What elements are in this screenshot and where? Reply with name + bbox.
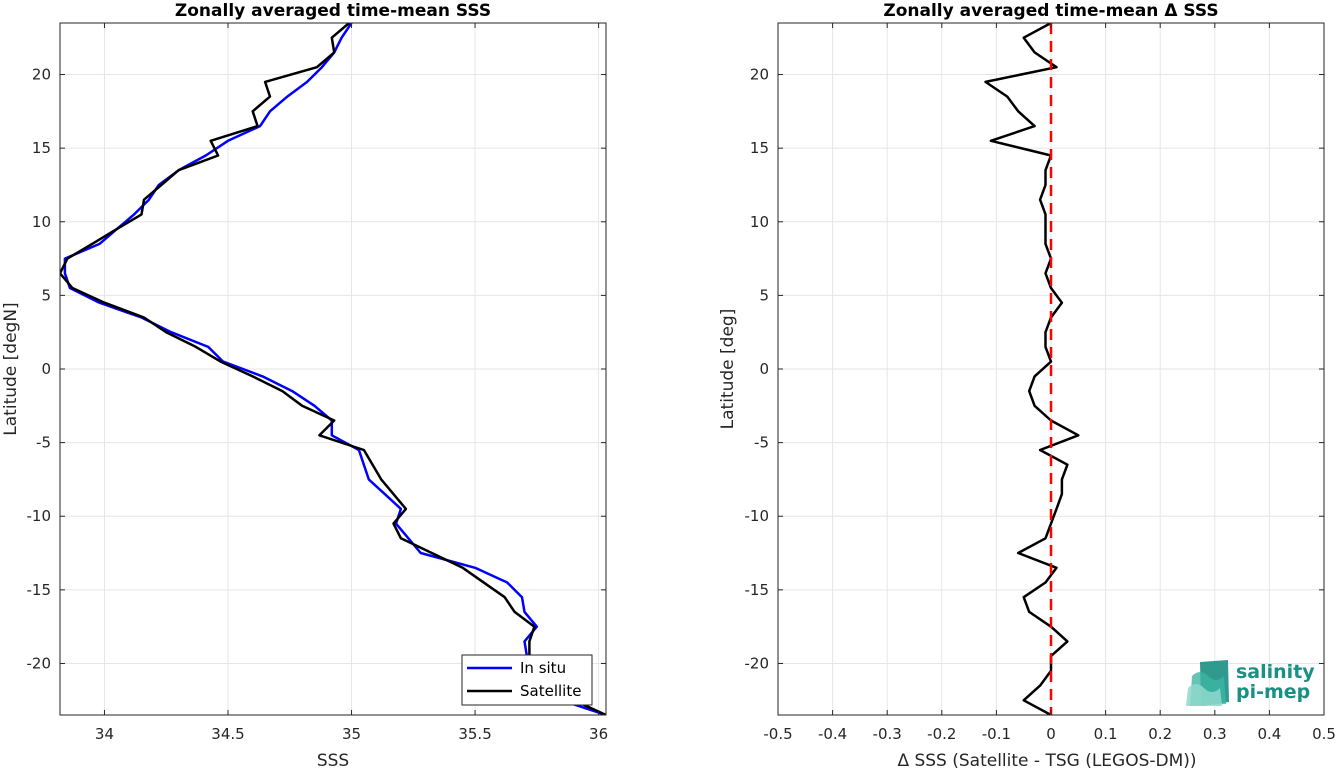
chart-right-x-tick-label: -0.3 [873,725,902,743]
chart-left-y-tick-label: -20 [27,654,52,672]
chart-right-series-line-0 [984,23,1080,715]
chart-right-x-tick-label: -0.2 [927,725,956,743]
chart-right-x-tick-label: -0.5 [763,725,792,743]
chart-right-x-tick-label: 0 [1046,725,1056,743]
chart-left-title: Zonally averaged time-mean SSS [175,1,491,21]
chart-left-y-tick-label: 10 [32,213,51,231]
chart-right-y-tick-label: 0 [759,360,769,378]
chart-left-y-tick-label: -5 [36,434,51,452]
chart-left-series-line-satellite [60,23,606,715]
chart-right-y-tick-label: -5 [754,434,769,452]
chart-right-x-tick-label: -0.1 [982,725,1011,743]
chart-right-x-tick-label: 0.3 [1203,725,1227,743]
chart-right-x-tick-label: -0.4 [818,725,847,743]
chart-left-series [60,23,606,715]
chart-right: -0.5 -0.4 -0.3 -0.2 -0.1 0 0.1 0.2 0.3 0.4 0.5 -20… [718,1,1336,769]
chart-right-series [984,23,1080,715]
chart-right-y-tick-label: 5 [759,286,769,304]
chart-right-x-tick-label: 0.5 [1312,725,1336,743]
chart-left-y-tick-label: 5 [41,286,51,304]
chart-left-y-tick-label: -15 [27,581,52,599]
chart-left: 34 34.5 35 35.5 36 -20 -15 -10 -5 0 5 10 15 20 Zonal… [1,1,608,769]
chart-left-x-tick-label: 34.5 [211,725,244,743]
chart-right-y-tick-label: -15 [745,581,770,599]
chart-left-x-axis-label: SSS [317,751,349,769]
chart-left-x-tick-label: 35.5 [458,725,491,743]
chart-right-title: Zonally averaged time-mean Δ SSS [883,1,1218,21]
chart-left-y-tick-label: 15 [32,139,51,157]
legend-label-satellite: Satellite [520,682,581,700]
salinity-pi-mep-logo: salinity pi-mep [1186,660,1315,706]
chart-left-y-tick-label: -10 [27,507,52,525]
chart-left-y-axis-label: Latitude [degN] [1,302,21,435]
chart-right-y-tick-label: -10 [745,507,770,525]
chart-left-series-line-in-situ [63,23,606,715]
chart-left-grid [60,23,606,715]
chart-right-y-tick-label: 20 [750,66,769,84]
chart-left-x-tick-label: 34 [95,725,114,743]
chart-left-y-ticks: -20 -15 -10 -5 0 5 10 15 20 [27,66,606,672]
chart-right-y-axis-label: Latitude [deg] [718,309,738,430]
wave-logo-icon [1186,660,1229,706]
chart-right-x-tick-label: 0.1 [1094,725,1118,743]
chart-left-x-tick-label: 35 [342,725,361,743]
chart-right-y-tick-label: 15 [750,139,769,157]
logo-text-line1: salinity [1236,661,1315,683]
logo-text-line2: pi-mep [1236,681,1310,703]
chart-right-x-tick-label: 0.4 [1257,725,1281,743]
chart-right-x-axis-label: Δ SSS (Satellite - TSG (LEGOS-DM)) [897,751,1196,769]
legend-box [461,654,593,706]
chart-left-x-tick-label: 36 [589,725,608,743]
legend-label-in-situ: In situ [520,659,566,677]
chart-right-y-tick-label: -20 [745,654,770,672]
chart-left-x-ticks: 34 34.5 35 35.5 36 [95,23,608,743]
chart-left-y-tick-label: 20 [32,66,51,84]
chart-right-y-ticks: -20 -15 -10 -5 0 5 10 15 20 [745,66,1324,672]
chart-left-legend: In situ Satellite [461,654,593,706]
chart-right-y-tick-label: 10 [750,213,769,231]
chart-right-x-tick-label: 0.2 [1148,725,1172,743]
chart-right-x-ticks: -0.5 -0.4 -0.3 -0.2 -0.1 0 0.1 0.2 0.3 0.4 0.5 [763,23,1336,743]
chart-left-y-tick-label: 0 [41,360,51,378]
